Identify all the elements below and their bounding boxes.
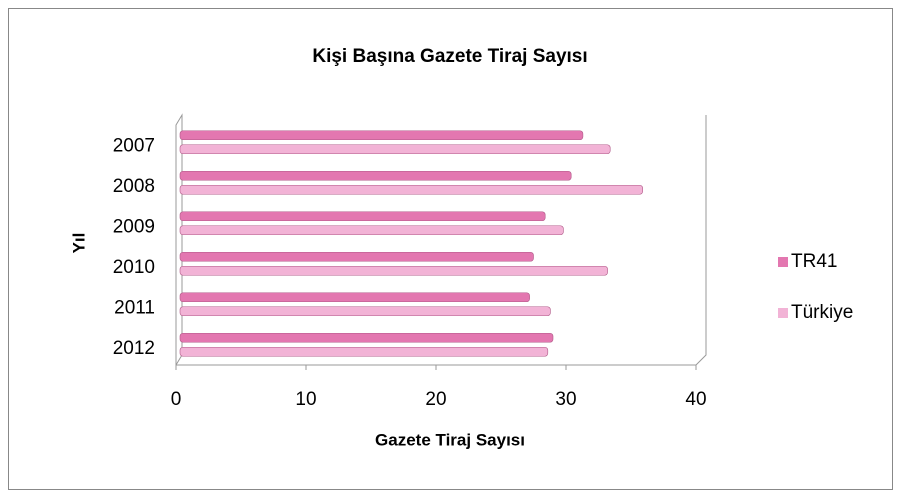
y-tick-label: 2009	[113, 216, 155, 237]
x-tick-label: 20	[425, 389, 446, 410]
bar	[179, 211, 546, 222]
bar	[179, 306, 551, 317]
x-tick-label: 10	[295, 389, 316, 410]
bar	[179, 130, 584, 141]
y-tick-label: 2008	[113, 176, 155, 197]
legend-label: Türkiye	[791, 302, 853, 323]
x-tick-label: 40	[685, 389, 706, 410]
bar	[179, 144, 611, 155]
bar	[179, 332, 554, 343]
bar	[179, 225, 564, 236]
bar	[179, 184, 644, 195]
x-tick-label: 30	[555, 389, 576, 410]
y-tick-label: 2012	[113, 338, 155, 359]
x-axis-title: Gazete Tiraj Sayısı	[375, 430, 525, 449]
legend-swatch	[778, 257, 788, 267]
back-wall	[175, 113, 183, 366]
chart-title: Kişi Başına Gazete Tiraj Sayısı	[312, 46, 587, 67]
bar	[179, 292, 530, 303]
legend-swatch	[778, 308, 788, 318]
bar	[179, 265, 608, 276]
side-wall	[695, 115, 707, 366]
bar	[179, 251, 534, 262]
y-tick-label: 2007	[113, 135, 155, 156]
y-axis-title: Yıl	[69, 233, 88, 254]
x-tick-label: 0	[171, 389, 182, 410]
legend-label: TR41	[791, 251, 837, 272]
chart-border	[8, 8, 893, 490]
y-tick-label: 2011	[114, 297, 155, 318]
bar	[179, 170, 572, 181]
y-tick-label: 2010	[113, 257, 155, 278]
bar	[179, 346, 549, 357]
